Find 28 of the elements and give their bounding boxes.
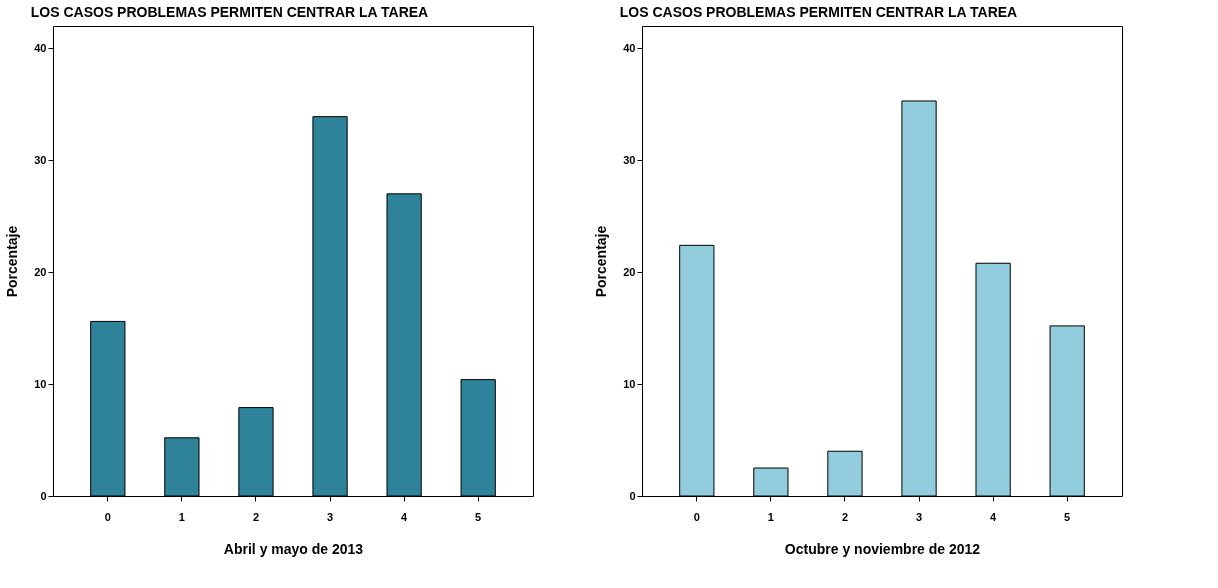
- x-tick-label: 4: [990, 510, 998, 523]
- x-tick-label: 0: [104, 510, 111, 523]
- x-tick-label: 0: [693, 510, 700, 523]
- y-tick-label: 30: [34, 153, 47, 166]
- x-tick-label: 1: [178, 510, 185, 523]
- y-tick-label: 20: [34, 265, 47, 278]
- x-tick-label: 1: [767, 510, 774, 523]
- x-tick-label: 3: [915, 510, 923, 523]
- y-tick-label: 0: [629, 489, 636, 502]
- y-axis-title: Porcentaje: [593, 225, 610, 298]
- x-axis-title: Octubre y noviembre de 2012: [784, 540, 981, 557]
- x-tick-label: 3: [326, 510, 334, 523]
- chart-title: LOS CASOS PROBLEMAS PERMITEN CENTRAR LA TAREA: [30, 4, 429, 20]
- chart-title: LOS CASOS PROBLEMAS PERMITEN CENTRAR LA TAREA: [619, 4, 1018, 20]
- x-axis-title: Abril y mayo de 2013: [223, 540, 364, 557]
- y-tick-label: 0: [40, 489, 47, 502]
- y-tick-label: 30: [623, 153, 636, 166]
- y-tick-label: 40: [34, 41, 47, 54]
- y-axis-title: Porcentaje: [4, 225, 21, 298]
- y-tick-label: 10: [34, 377, 47, 390]
- x-tick-label: 4: [401, 510, 409, 523]
- y-tick-label: 40: [623, 41, 636, 54]
- x-tick-label: 5: [1064, 510, 1071, 523]
- x-tick-label: 2: [841, 510, 849, 523]
- x-tick-label: 2: [252, 510, 260, 523]
- y-tick-label: 20: [623, 265, 636, 278]
- x-tick-label: 5: [475, 510, 482, 523]
- y-tick-label: 10: [623, 377, 636, 390]
